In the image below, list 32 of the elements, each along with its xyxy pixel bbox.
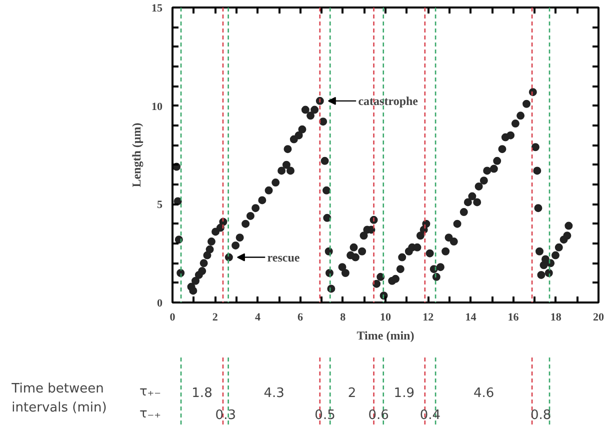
x-tick-label: 20 (593, 312, 604, 324)
text: τ₊₋ (139, 384, 162, 400)
text: 0.3 (215, 408, 236, 424)
y-tick-label: 0 (157, 298, 163, 310)
y-axis-title: Length (µm) (130, 122, 144, 188)
text: 1.8 (192, 386, 212, 401)
x-axis-title: Time (min) (356, 328, 414, 342)
x-tick-label: 6 (298, 312, 304, 324)
x-tick-label: 14 (465, 312, 477, 324)
text: τ₋₊ (139, 406, 162, 422)
text: 2 (348, 386, 356, 401)
y-tick-label: 5 (157, 199, 163, 212)
x-tick-label: 16 (508, 312, 520, 324)
y-tick-label: 15 (152, 2, 163, 14)
annotation: rescue (267, 250, 300, 264)
x-tick-label: 4 (254, 312, 261, 324)
x-tick-label: 8 (340, 312, 346, 324)
x-tick-label: 12 (422, 312, 434, 324)
text: 4.6 (473, 386, 494, 401)
text: 0.4 (420, 408, 441, 424)
annotation: catastrophe (358, 94, 419, 108)
y-tick-label: 10 (152, 100, 163, 113)
text: 0.6 (368, 408, 389, 424)
text: Time between intervals (min) (10, 382, 107, 416)
x-tick-label: 18 (550, 312, 562, 324)
text: 0.5 (314, 408, 336, 424)
x-tick-label: 10 (380, 312, 392, 324)
text: 0.8 (530, 408, 552, 424)
x-tick-label: 0 (170, 312, 176, 324)
text: 4.3 (264, 386, 284, 401)
x-tick-label: 2 (212, 312, 218, 324)
text: 1.9 (394, 386, 414, 401)
